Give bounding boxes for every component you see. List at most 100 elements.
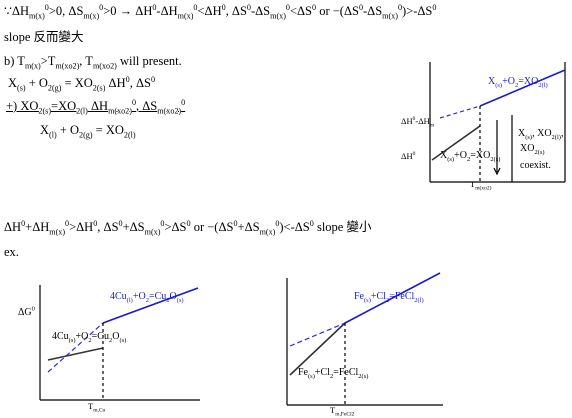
text: or −(ΔS <box>316 4 359 18</box>
text: Fe <box>298 367 308 378</box>
subscript: 2(l) <box>414 297 424 304</box>
superscript: 0 <box>118 218 123 228</box>
text-line: slope 反而變大 <box>4 30 84 44</box>
subscript: (s) <box>308 373 315 380</box>
text: =XO <box>518 76 539 87</box>
subscript: (s) <box>119 337 127 344</box>
text: X <box>518 128 526 139</box>
superscript: 0 <box>150 74 155 84</box>
text: =Cu <box>91 331 109 342</box>
superscript: 0 <box>152 2 157 12</box>
diagram-label: ΔH0 <box>401 150 415 162</box>
text: 4Cu <box>52 331 69 342</box>
superscript: 0 <box>285 2 290 12</box>
text: , ΔS <box>129 76 151 90</box>
text: >0 → ΔH <box>103 4 153 18</box>
text-line: X(l) + O2(g) = XO2(l) <box>40 123 136 140</box>
text: + O <box>25 76 48 90</box>
superscript: 0 <box>358 2 364 12</box>
text: , T <box>79 54 93 68</box>
subscript: m(x) <box>270 11 286 21</box>
diagram-label: X(s)+O2=XO2(l) <box>488 76 548 89</box>
superscript: 0 <box>397 2 402 12</box>
text: slope 反而變大 <box>4 30 84 44</box>
text: -ΔH <box>415 116 430 126</box>
diagram-label: Tm,FeCl2 <box>330 404 354 417</box>
text: ΔH <box>401 151 413 161</box>
superscript: 0 <box>65 218 70 228</box>
subscript: m(xo2) <box>157 106 182 116</box>
text: coexist. <box>520 160 551 171</box>
text: , ΔS <box>136 99 158 113</box>
text-line: ΔH0+ΔHm(x)0>ΔH0, ΔS0+ΔSm(x)0>ΔS0 or −(ΔS… <box>4 218 371 237</box>
fecl2-diagram <box>286 272 443 406</box>
superscript: 0 <box>131 97 136 107</box>
text: +ΔS <box>237 220 260 234</box>
solid-line <box>431 125 481 161</box>
text: ∵ΔH <box>4 4 30 18</box>
text: +ΔS <box>122 220 145 234</box>
text: ΔG <box>18 307 32 318</box>
subscript: (l) <box>49 130 57 140</box>
superscript: 0 <box>312 2 317 12</box>
text-line: X(s) + O2(g) = XO2(s) ΔH0, ΔS0 <box>8 74 155 93</box>
subscript: m(x) <box>382 11 398 21</box>
text: +O <box>502 76 515 87</box>
text-line: ∵ΔHm(x)0>0, ΔSm(x)0>0 → ΔH0-ΔHm(x)0<ΔH0,… <box>4 2 436 21</box>
text: ΔH <box>401 116 413 126</box>
subscript: m,Cu <box>93 407 106 414</box>
subscript: m(x) <box>177 11 194 21</box>
diagram-label: Tm,Cu <box>88 400 106 414</box>
text: >ΔS <box>164 220 187 234</box>
text: T <box>88 401 94 411</box>
diagram-label: Fe(s)+Cl2=FeCl2(l) <box>354 291 424 304</box>
text: O <box>169 291 177 302</box>
text: =FeCl <box>333 367 359 378</box>
dashed-line <box>439 105 481 119</box>
text-line: ex. <box>4 245 19 259</box>
liquid-line <box>479 69 566 107</box>
subscript: (s) <box>525 134 533 141</box>
cu-diagram <box>39 285 200 401</box>
text: Fe <box>354 291 364 302</box>
text: ΔH <box>87 99 109 113</box>
superscript: 0 <box>93 218 98 228</box>
text: +Cl <box>370 291 386 302</box>
subscript: 2 <box>329 373 334 380</box>
superscript: 0 <box>160 218 165 228</box>
text: =XO <box>51 99 77 113</box>
diagram-label: Fe(s)+Cl2=FeCl2(s) <box>298 367 369 380</box>
subscript: m(xo2) <box>92 61 117 71</box>
superscript: 0 <box>221 2 226 12</box>
superscript: 0 <box>246 2 251 12</box>
subscript: 2(g) <box>47 83 62 93</box>
text: , ΔS <box>225 4 247 18</box>
text: =XO <box>470 150 491 161</box>
text: , XO <box>532 128 552 139</box>
subscript: m(xo2) <box>55 61 80 71</box>
text: O <box>112 331 120 342</box>
diagram-label: coexist. <box>520 160 551 172</box>
text: 4Cu <box>110 291 127 302</box>
subscript: m(x) <box>49 227 66 237</box>
subscript: 2(s) <box>92 83 106 93</box>
superscript: 0 <box>21 218 26 228</box>
text: + O <box>56 123 80 137</box>
subscript: m(x) <box>144 227 161 237</box>
liquid-line <box>344 272 441 324</box>
text: b) T <box>4 54 25 68</box>
text: T <box>470 179 476 189</box>
text: = XO <box>92 123 124 137</box>
subscript: 2(s) <box>358 373 369 380</box>
text: =FeCl <box>389 291 415 302</box>
text: +ΔH <box>25 220 50 234</box>
superscript: 0 <box>193 2 198 12</box>
text: X <box>40 123 50 137</box>
subscript: 2 <box>145 297 149 304</box>
superscript: 0 <box>309 218 314 228</box>
subscript: 2 <box>514 82 519 89</box>
text: -ΔH <box>156 4 178 18</box>
subscript: 2(l) <box>551 134 561 141</box>
dashed-line <box>289 322 346 347</box>
diagram-label: ΔH0-ΔHm <box>401 115 434 128</box>
